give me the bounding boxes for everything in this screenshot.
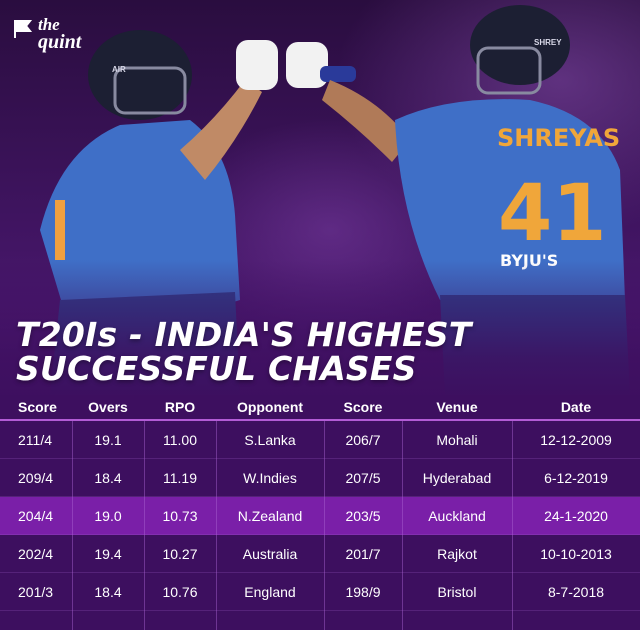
- cell-score: 204/4: [18, 507, 54, 524]
- table-row: 211/4 19.1 11.00 S.Lanka 206/7 Mohali 12…: [0, 421, 640, 459]
- quint-flag-icon: [14, 20, 33, 38]
- header-divider: [0, 419, 640, 421]
- left-player-helmet-grille: [113, 66, 187, 115]
- left-glove: [236, 40, 278, 90]
- header-score: Score: [18, 399, 57, 415]
- header-overs: Overs: [88, 399, 128, 415]
- table-row-highlighted: 204/4 19.0 10.73 N.Zealand 203/5 Aucklan…: [0, 497, 640, 535]
- cell-opponent-score: 207/5: [345, 469, 381, 486]
- table-header-row: Score Overs RPO Opponent Score Venue Dat…: [0, 396, 640, 418]
- cell-overs: 18.4: [94, 583, 122, 600]
- jersey-number: 41: [498, 169, 607, 259]
- cell-opponent: W.Indies: [243, 469, 297, 486]
- right-player-arm: [322, 80, 410, 162]
- table-body: 211/4 19.1 11.00 S.Lanka 206/7 Mohali 12…: [0, 421, 640, 611]
- brand-text-quint: quint: [38, 31, 82, 53]
- table-row: 209/4 18.4 11.19 W.Indies 207/5 Hyderaba…: [0, 459, 640, 497]
- chases-table: Score Overs RPO Opponent Score Venue Dat…: [0, 396, 640, 630]
- cell-venue: Mohali: [436, 431, 478, 448]
- cell-score: 211/4: [18, 431, 52, 448]
- brand-text-the: the: [38, 15, 60, 34]
- cell-rpo: 10.73: [162, 507, 198, 524]
- headline: T20Is - INDIA'S HIGHEST SUCCESSFUL CHASE…: [16, 318, 496, 386]
- cell-rpo: 11.00: [163, 431, 197, 448]
- cell-opponent-score: 201/7: [345, 545, 381, 562]
- header-opponent: Opponent: [236, 399, 304, 415]
- right-helmet-text: SHREY: [534, 38, 562, 47]
- players-photo: SHREY AIR SHREYAS 41 BYJU'S: [0, 0, 640, 395]
- cell-opponent: N.Zealand: [237, 507, 303, 524]
- cell-opponent: S.Lanka: [244, 431, 296, 448]
- cell-overs: 19.0: [94, 507, 122, 524]
- cell-rpo: 10.76: [162, 583, 198, 600]
- cell-date: 8-7-2018: [547, 583, 605, 600]
- cell-score: 201/3: [18, 583, 54, 600]
- right-player-helmet: [470, 5, 570, 85]
- left-helmet-text: AIR: [112, 65, 126, 74]
- cell-overs: 18.4: [94, 469, 122, 486]
- photo-fade-overlay: [0, 260, 640, 395]
- table-row: 201/3 18.4 10.76 England 198/9 Bristol 8…: [0, 573, 640, 611]
- right-glove: [286, 42, 328, 88]
- cell-overs: 19.1: [94, 431, 122, 448]
- cell-date: 12-12-2009: [540, 431, 612, 448]
- cell-opponent-score: 198/9: [345, 583, 381, 600]
- cell-opponent: England: [244, 583, 296, 600]
- cell-venue: Hyderabad: [422, 469, 492, 486]
- cell-venue: Bristol: [437, 583, 477, 600]
- header-venue: Venue: [436, 399, 478, 415]
- cell-venue: Rajkot: [437, 545, 477, 562]
- cell-date: 10-10-2013: [540, 545, 612, 562]
- cell-rpo: 10.27: [162, 545, 198, 562]
- cell-date: 6-12-2019: [544, 469, 608, 486]
- headline-line-1: T20Is - INDIA'S HIGHEST: [16, 315, 472, 354]
- headline-line-2: SUCCESSFUL CHASES: [16, 349, 417, 388]
- cell-overs: 19.4: [94, 545, 122, 562]
- wristband: [320, 66, 356, 82]
- table-row: 202/4 19.4 10.27 Australia 201/7 Rajkot …: [0, 535, 640, 573]
- right-player-jersey: [395, 99, 625, 300]
- cell-score: 202/4: [18, 545, 54, 562]
- right-player-helmet-grille: [476, 46, 542, 95]
- cell-rpo: 11.19: [163, 469, 197, 486]
- brand-logo: the quint: [12, 10, 102, 58]
- left-player-helmet: [88, 30, 192, 120]
- cell-venue: Auckland: [428, 507, 486, 524]
- cell-score: 209/4: [18, 469, 54, 486]
- cell-opponent-score: 203/5: [345, 507, 381, 524]
- cell-opponent: Australia: [242, 545, 298, 562]
- header-date: Date: [560, 399, 592, 415]
- left-player-arm: [180, 80, 262, 180]
- jersey-name: SHREYAS: [497, 124, 620, 152]
- cell-opponent-score: 206/7: [345, 431, 381, 448]
- header-opponent-score: Score: [343, 399, 383, 415]
- cell-date: 24-1-2020: [544, 507, 608, 524]
- header-rpo: RPO: [164, 399, 196, 415]
